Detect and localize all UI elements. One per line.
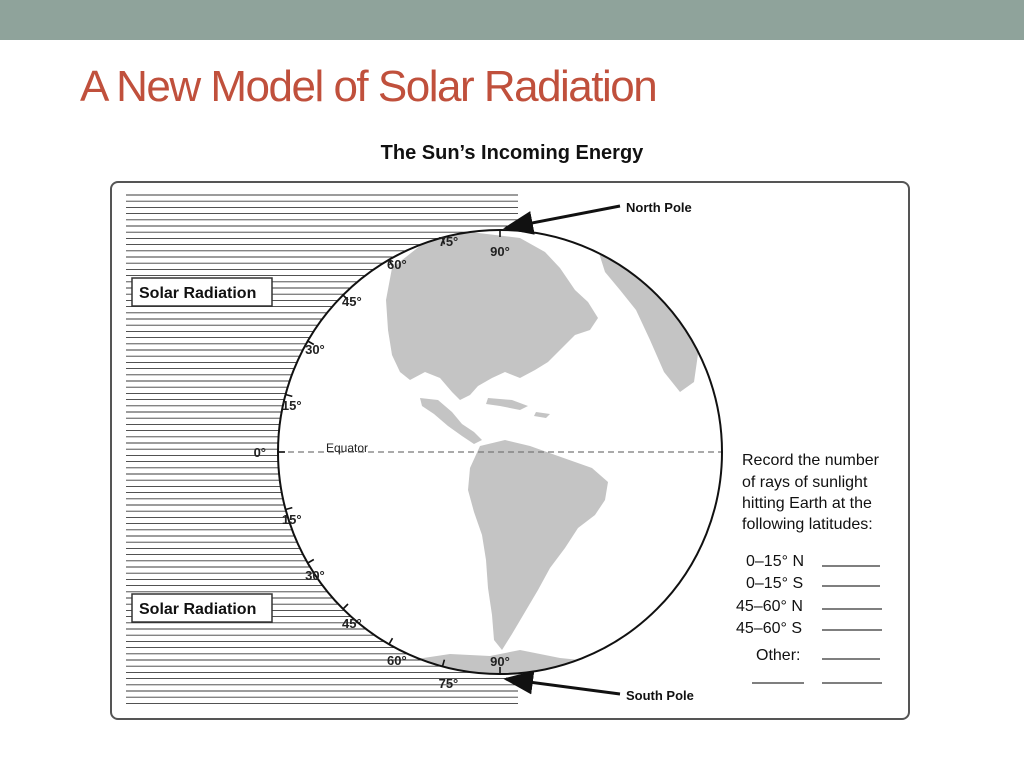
record-table: 0–15° N 0–15° S 45–60° N 45–60° S Other: xyxy=(736,553,882,684)
solar-radiation-label-top: Solar Radiation xyxy=(139,285,256,302)
top-bar xyxy=(0,0,1024,40)
equator-label: Equator xyxy=(326,441,368,455)
latitude-label: 90° xyxy=(490,244,510,259)
south-pole-arrow xyxy=(503,670,621,696)
south-pole-label: South Pole xyxy=(626,688,694,703)
latitude-label: 90° xyxy=(490,654,510,669)
latitude-tick xyxy=(388,637,394,645)
latitude-label: 0° xyxy=(254,445,266,460)
latitude-tick xyxy=(285,506,293,511)
south-america-landmass xyxy=(468,440,608,650)
solar-radiation-box-bottom: Solar Radiation xyxy=(131,593,273,623)
record-row-label: 0–15° S xyxy=(746,575,803,592)
instruction-line: of rays of sunlight xyxy=(742,474,868,491)
instruction-line: Record the number xyxy=(742,452,880,469)
latitude-label: 75° xyxy=(439,676,459,691)
latitude-tick xyxy=(342,294,349,301)
record-row-label: 45–60° S xyxy=(736,620,802,637)
slide-title: A New Model of Solar Radiation xyxy=(80,62,658,111)
record-row-label: Other: xyxy=(756,647,800,664)
latitude-label: 45° xyxy=(342,616,362,631)
north-pole-arrow xyxy=(503,204,621,235)
figure-title: The Sun’s Incoming Energy xyxy=(380,142,644,164)
latitude-label: 30° xyxy=(305,568,325,583)
solar-radiation-box-top: Solar Radiation xyxy=(131,277,273,307)
record-row-label: 45–60° N xyxy=(736,598,803,615)
instruction-line: hitting Earth at the xyxy=(742,495,872,512)
solar-radiation-label-bottom: Solar Radiation xyxy=(139,601,256,618)
sun-rays xyxy=(126,194,518,704)
latitude-tick xyxy=(307,558,315,564)
latitude-label: 60° xyxy=(387,257,407,272)
instructions: Record the number of rays of sunlight hi… xyxy=(742,452,880,533)
north-america-landmass xyxy=(386,232,598,400)
latitude-label: 30° xyxy=(305,342,325,357)
caribbean-islands xyxy=(486,398,550,418)
latitude-label: 45° xyxy=(342,294,362,309)
latitude-label: 60° xyxy=(387,653,407,668)
latitude-label: 75° xyxy=(439,234,459,249)
central-america-landmass xyxy=(420,398,482,444)
latitude-tick xyxy=(307,340,315,346)
latitude-tick xyxy=(342,603,349,610)
latitude-tick xyxy=(388,259,394,267)
latitude-tick xyxy=(285,393,293,398)
record-row-label: 0–15° N xyxy=(746,553,804,570)
latitude-ticks: 0° 15° 30° 45° 60° 75° 90° 15° 30° 45° 60° 75° 90° xyxy=(254,230,510,691)
latitude-tick xyxy=(441,237,446,245)
latitude-tick xyxy=(441,659,446,667)
latitude-label: 15° xyxy=(282,512,302,527)
instruction-line: following latitudes: xyxy=(742,516,873,533)
north-pole-label: North Pole xyxy=(626,200,692,215)
latitude-label: 15° xyxy=(282,398,302,413)
globe xyxy=(277,229,723,675)
